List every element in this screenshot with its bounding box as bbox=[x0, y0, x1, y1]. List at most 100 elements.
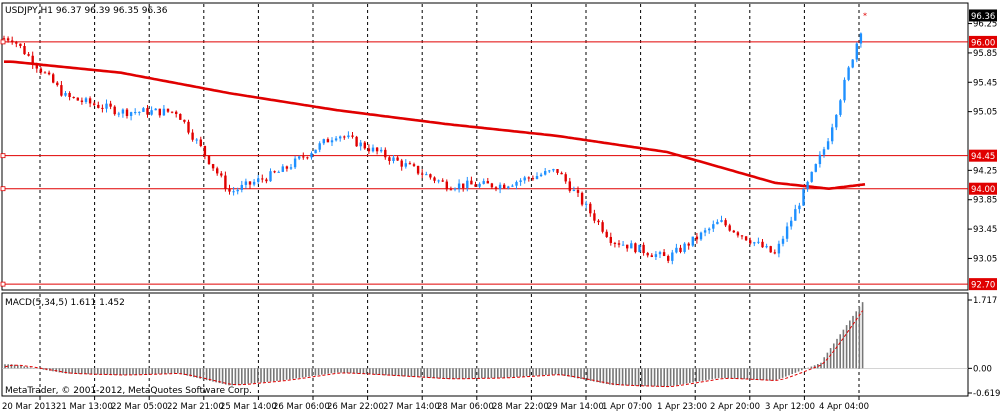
candle-body bbox=[781, 238, 785, 244]
candle-body bbox=[728, 225, 731, 231]
time-tick-label: 26 Mar 06:00 bbox=[273, 402, 330, 412]
candle-body bbox=[277, 171, 280, 173]
candle-body bbox=[195, 139, 198, 141]
candle-body bbox=[351, 135, 354, 137]
candle-body bbox=[302, 156, 305, 158]
candle-body bbox=[839, 100, 842, 115]
candle-body bbox=[826, 141, 830, 150]
candle-body bbox=[289, 167, 293, 169]
candle-body bbox=[6, 38, 10, 41]
candle-body bbox=[326, 139, 330, 143]
candle-body bbox=[831, 127, 834, 142]
level-label: 94.45 bbox=[971, 152, 995, 162]
candle-body bbox=[343, 136, 346, 138]
candle-body bbox=[216, 168, 219, 174]
candle-body bbox=[404, 163, 407, 167]
time-tick-label: 22 Mar 05:00 bbox=[111, 402, 168, 412]
candle-body bbox=[339, 136, 342, 139]
candle-body bbox=[306, 157, 309, 159]
macd-tick-label: -0.619 bbox=[973, 389, 1000, 399]
time-tick-label: 27 Mar 14:00 bbox=[383, 402, 440, 412]
candle-body bbox=[490, 183, 494, 188]
candle-body bbox=[109, 103, 112, 107]
candle-body bbox=[318, 143, 321, 150]
candle-body bbox=[580, 192, 584, 205]
candle-body bbox=[794, 209, 797, 221]
candle-body bbox=[371, 147, 375, 152]
candle-body bbox=[445, 181, 448, 190]
candle-body bbox=[523, 177, 526, 181]
candle-body bbox=[634, 243, 637, 253]
candle-body bbox=[613, 242, 617, 244]
candle-body bbox=[703, 230, 707, 233]
candle-body bbox=[585, 203, 588, 205]
candle-body bbox=[392, 157, 395, 162]
candle-body bbox=[515, 181, 518, 186]
candle-body bbox=[121, 109, 125, 114]
candle-body bbox=[322, 139, 325, 144]
candle-body bbox=[531, 178, 535, 180]
level-label-box bbox=[969, 182, 997, 195]
level-handle bbox=[0, 153, 6, 159]
candle-body bbox=[732, 230, 735, 233]
candle-body bbox=[654, 254, 658, 257]
horizontal-levels bbox=[0, 39, 968, 287]
candle-body bbox=[437, 180, 440, 182]
candle-body bbox=[367, 148, 371, 152]
candle-body bbox=[744, 236, 748, 241]
time-tick-label: 28 Mar 22:00 bbox=[492, 402, 549, 412]
candle-body bbox=[593, 213, 596, 221]
candle-body bbox=[539, 174, 543, 177]
candle-body bbox=[560, 172, 563, 175]
candle-body bbox=[265, 179, 268, 182]
candle-body bbox=[720, 220, 723, 222]
candle-body bbox=[753, 242, 756, 244]
candle-body bbox=[724, 220, 727, 226]
time-tick-label: 2 Apr 20:00 bbox=[710, 402, 760, 412]
candle-body bbox=[187, 121, 190, 133]
candle-body bbox=[441, 180, 444, 182]
candle-body bbox=[716, 221, 719, 225]
candle-body bbox=[134, 112, 137, 114]
candle-body bbox=[802, 188, 805, 206]
candle-body bbox=[486, 181, 489, 184]
candle-body bbox=[835, 114, 838, 128]
candle-body bbox=[564, 174, 567, 182]
candle-body bbox=[19, 43, 22, 46]
candle-body bbox=[211, 164, 215, 169]
candle-body bbox=[810, 171, 813, 182]
level-handle bbox=[0, 39, 6, 45]
candle-body bbox=[244, 181, 248, 185]
candle-body bbox=[462, 183, 465, 188]
candle-body bbox=[638, 244, 641, 253]
time-tick-label: 26 Mar 22:00 bbox=[327, 402, 384, 412]
candle-body bbox=[35, 64, 38, 69]
candle-body bbox=[363, 142, 366, 149]
candle-body bbox=[650, 255, 653, 257]
candle-body bbox=[31, 55, 34, 65]
candle-body bbox=[535, 176, 539, 179]
level-handle bbox=[0, 186, 6, 192]
candle-body bbox=[749, 240, 752, 244]
time-tick-label: 1 Apr 07:00 bbox=[602, 402, 652, 412]
candle-body bbox=[548, 170, 551, 172]
candle-body bbox=[822, 149, 826, 155]
candle-body bbox=[671, 252, 674, 261]
candle-body bbox=[117, 113, 120, 115]
candle-body bbox=[552, 169, 555, 171]
candle-body bbox=[43, 72, 47, 74]
level-label: 94.00 bbox=[971, 185, 995, 195]
macd-tick-label: 1.717 bbox=[973, 296, 997, 306]
candle-body bbox=[298, 156, 301, 159]
candle-body bbox=[154, 108, 157, 111]
candle-body bbox=[474, 184, 477, 187]
candle-body bbox=[466, 180, 469, 188]
candle-body bbox=[359, 142, 362, 147]
candle-body bbox=[261, 178, 264, 180]
candle-body bbox=[568, 181, 571, 191]
candle-body bbox=[806, 181, 809, 189]
candle-body bbox=[683, 243, 686, 252]
candle-body bbox=[142, 108, 145, 112]
